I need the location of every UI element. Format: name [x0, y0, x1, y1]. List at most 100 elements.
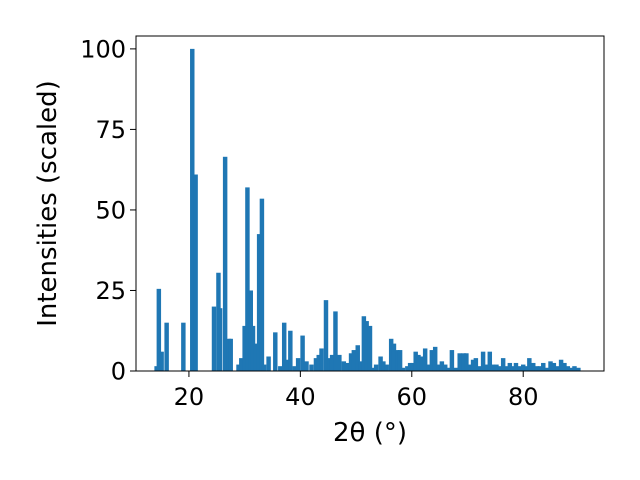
x-tick-label: 80	[508, 383, 539, 411]
y-tick-label: 0	[111, 358, 126, 386]
bar	[313, 358, 319, 371]
bar	[484, 364, 490, 371]
y-tick-label: 75	[95, 116, 126, 144]
bar	[504, 366, 509, 371]
bar	[407, 362, 413, 371]
bar	[278, 366, 283, 371]
bar	[520, 364, 526, 371]
bar	[333, 311, 338, 371]
bar	[181, 322, 186, 371]
bar	[250, 325, 256, 371]
bar	[388, 338, 394, 371]
bar	[384, 364, 389, 371]
bar	[319, 348, 324, 371]
bar	[364, 321, 369, 371]
bar	[164, 322, 169, 371]
bar	[236, 364, 241, 371]
bar	[544, 367, 549, 371]
bar	[576, 367, 581, 371]
bar	[323, 300, 329, 371]
bar	[436, 364, 441, 371]
bar	[453, 367, 459, 371]
bar	[397, 350, 403, 371]
bar	[513, 362, 519, 371]
bar	[266, 356, 271, 371]
bar	[341, 361, 347, 371]
bar	[288, 330, 293, 371]
bar	[476, 366, 482, 371]
bar	[370, 367, 376, 371]
bar	[281, 322, 287, 371]
bar	[381, 361, 386, 371]
bar	[568, 367, 574, 371]
bar	[494, 364, 499, 371]
bar	[555, 366, 560, 371]
bar	[391, 343, 397, 371]
bar	[256, 234, 262, 371]
bar	[217, 308, 223, 371]
bar	[490, 364, 496, 371]
bar	[316, 354, 321, 371]
bar	[284, 359, 290, 371]
bar	[449, 350, 455, 371]
bar	[373, 364, 379, 371]
bar	[487, 351, 493, 371]
bar	[524, 366, 529, 371]
bar	[367, 325, 373, 371]
bar	[422, 348, 428, 371]
bar	[259, 198, 265, 371]
bar	[551, 362, 557, 371]
bar	[537, 366, 543, 371]
bar	[395, 350, 400, 371]
bar	[292, 366, 298, 371]
bar	[239, 358, 244, 371]
y-tick-label: 100	[80, 35, 126, 63]
bar	[565, 366, 571, 371]
y-tick-label: 25	[95, 277, 126, 305]
bar	[211, 306, 217, 371]
bar	[419, 356, 425, 371]
y-axis-ticks: 0 25 50 75 100	[80, 35, 136, 386]
bar	[190, 48, 195, 371]
bar	[534, 366, 539, 371]
bar	[159, 351, 164, 371]
bar	[531, 362, 536, 371]
bar	[358, 361, 364, 371]
bar	[261, 364, 267, 371]
bar	[410, 362, 416, 371]
bar	[548, 361, 553, 371]
bar	[426, 364, 432, 371]
bar	[300, 335, 305, 371]
x-tick-label: 40	[285, 383, 316, 411]
bar	[558, 359, 564, 371]
bar	[457, 353, 462, 371]
bar	[507, 362, 513, 371]
bar	[245, 187, 250, 371]
bar	[304, 361, 309, 371]
bar	[470, 359, 476, 371]
plot-frame	[135, 35, 605, 372]
bar	[473, 358, 479, 371]
y-tick-label: 50	[95, 196, 126, 224]
x-tick-label: 60	[397, 383, 428, 411]
bar	[355, 345, 360, 371]
bar	[378, 356, 383, 371]
bar	[446, 367, 451, 371]
bar	[361, 316, 367, 371]
bar	[222, 156, 228, 371]
bar	[541, 362, 546, 371]
bar	[413, 351, 418, 371]
x-axis-label: 2θ (°)	[333, 418, 407, 448]
bar-series	[154, 48, 581, 371]
bar	[497, 366, 503, 371]
x-tick-label: 20	[174, 383, 205, 411]
bar	[228, 338, 233, 371]
bar	[344, 362, 350, 371]
bar	[253, 343, 259, 371]
bar	[248, 290, 253, 371]
bar	[273, 332, 278, 371]
bar	[467, 364, 472, 371]
